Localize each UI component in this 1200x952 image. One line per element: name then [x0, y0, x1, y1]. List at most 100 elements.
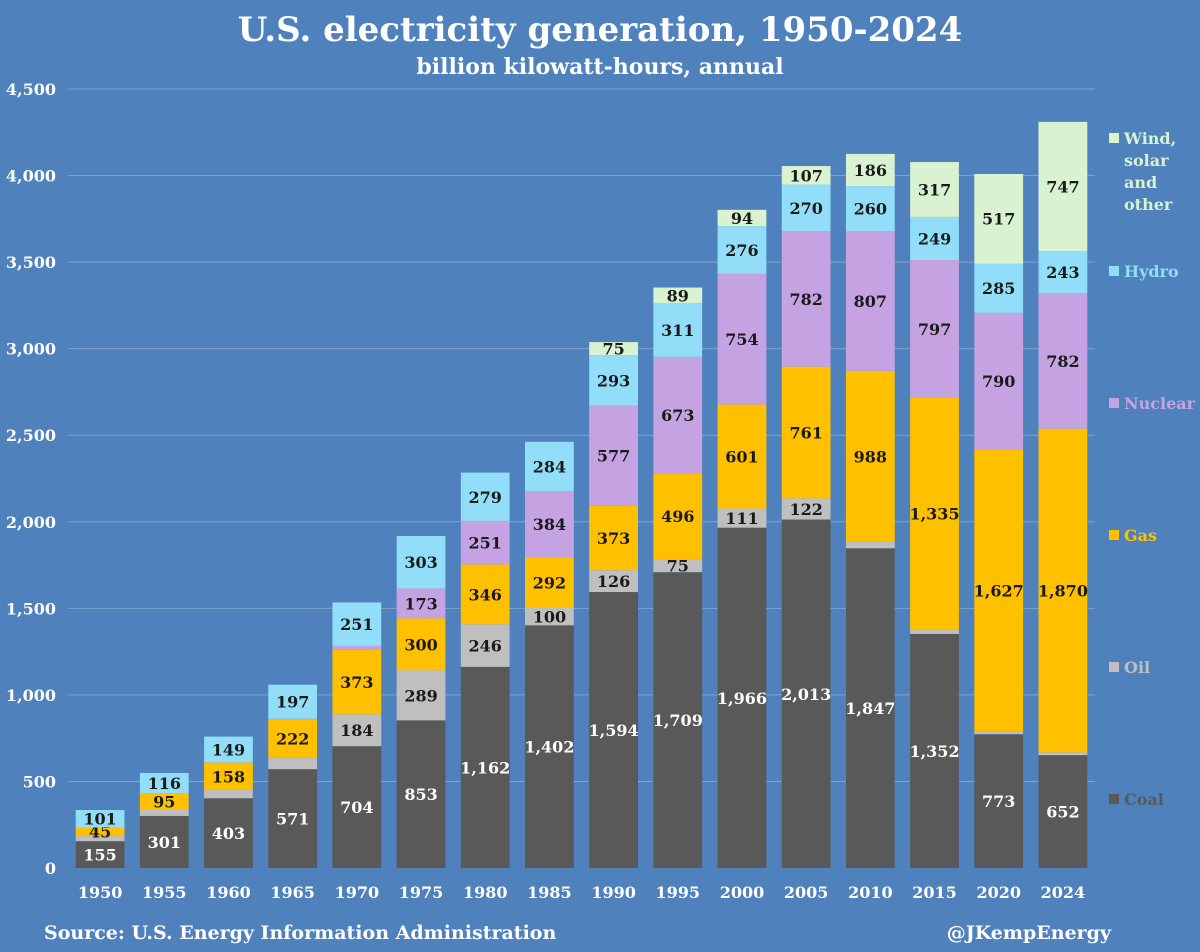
legend-label-wind-solar-and-other: solar	[1124, 151, 1169, 170]
data-label-coal-1995: 1,709	[653, 711, 703, 730]
bar-hydro-1995	[653, 302, 703, 357]
bar-stack-2024: 652 1,870 782 243 747	[1038, 121, 1088, 868]
bar-nuclear-2010	[845, 231, 895, 371]
data-label-nuclear-1980: 251	[469, 534, 502, 553]
bar-nuclear-1995	[653, 356, 703, 474]
data-label-hydro-1980: 279	[469, 488, 502, 507]
data-label-hydro-2015: 249	[918, 229, 951, 248]
data-label-nuclear-2015: 797	[918, 320, 951, 339]
bar-nuclear-1975	[396, 588, 446, 619]
y-tick-label-2500: 2,500	[6, 426, 56, 445]
bar-hydro-2005	[781, 184, 831, 232]
data-label-hydro-2024: 243	[1046, 263, 1079, 282]
legend-item-coal: Coal	[1109, 790, 1164, 809]
y-tick-label-500: 500	[23, 772, 56, 791]
bar-hydro-2020	[974, 263, 1024, 313]
bar-oil-1970	[332, 714, 382, 747]
legend-label-oil: Oil	[1124, 658, 1150, 677]
legend-swatch-nuclear	[1109, 398, 1119, 408]
data-label-hydro-1990: 293	[597, 371, 630, 390]
source-note: Source: U.S. Energy Information Administ…	[44, 922, 557, 944]
bar-gas-1985	[525, 557, 574, 608]
bar-hydro-1960	[204, 736, 253, 763]
bar-wind-solar-and-other-1990	[589, 342, 638, 356]
data-label-wind-solar-and-other-2005: 107	[789, 166, 822, 185]
data-label-nuclear-2024: 782	[1046, 352, 1079, 371]
data-label-hydro-1995: 311	[661, 321, 694, 340]
bar-oil-2024	[1038, 752, 1088, 756]
data-label-oil-1995: 75	[667, 557, 689, 576]
bar-nuclear-1985	[525, 490, 574, 558]
bar-nuclear-2024	[1038, 293, 1088, 429]
data-label-nuclear-2000: 754	[725, 330, 758, 349]
bar-hydro-2015	[910, 216, 959, 261]
bar-stack-1975: 853 289 300 173 303	[396, 535, 446, 868]
data-label-hydro-2010: 260	[854, 200, 887, 219]
bar-stack-2005: 2,013 122 761 782 270 107	[781, 166, 831, 868]
y-axis-tick-labels: 0 500 1,000 1,500 2,000 2,500 3,000 3,500 4,000 4…	[6, 80, 56, 878]
data-label-oil-1985: 100	[533, 608, 566, 627]
bar-oil-2000	[717, 508, 767, 528]
legend-swatch-hydro	[1109, 266, 1119, 276]
bar-coal-2005	[781, 519, 831, 868]
chart-subtitle: billion kilowatt-hours, annual	[416, 54, 784, 80]
x-tick-label-1960: 1960	[206, 883, 251, 902]
legend-label-wind-solar-and-other: and	[1124, 173, 1157, 192]
bar-nuclear-1965	[268, 718, 318, 720]
data-label-coal-1980: 1,162	[460, 758, 510, 777]
bar-nuclear-1970	[332, 645, 382, 650]
bar-hydro-1955	[139, 772, 189, 794]
bar-coal-1990	[589, 592, 638, 868]
x-tick-label-2015: 2015	[912, 883, 957, 902]
data-label-hydro-1975: 303	[404, 553, 437, 572]
data-label-wind-solar-and-other-2010: 186	[854, 161, 887, 180]
data-label-coal-2005: 2,013	[781, 685, 831, 704]
bar-oil-1950	[75, 835, 125, 842]
bar-coal-2010	[845, 548, 895, 868]
bar-stack-1980: 1,162 246 346 251 279	[460, 472, 510, 868]
x-tick-label-1955: 1955	[142, 883, 187, 902]
x-tick-label-1965: 1965	[270, 883, 315, 902]
legend-label-hydro: Hydro	[1124, 262, 1179, 281]
x-tick-label-1985: 1985	[527, 883, 572, 902]
data-label-gas-1980: 346	[469, 585, 502, 604]
data-label-nuclear-1995: 673	[661, 406, 694, 425]
data-label-nuclear-1990: 577	[597, 447, 630, 466]
legend-item-hydro: Hydro	[1109, 262, 1179, 281]
legend-label-coal: Coal	[1124, 790, 1164, 809]
bar-oil-1995	[653, 559, 703, 573]
bar-gas-2024	[1038, 428, 1088, 753]
bar-oil-1955	[139, 809, 189, 816]
data-label-hydro-1985: 284	[533, 457, 566, 476]
data-label-gas-1970: 373	[340, 673, 373, 692]
data-label-nuclear-1985: 384	[533, 515, 566, 534]
bar-nuclear-2020	[974, 312, 1024, 450]
data-label-nuclear-2005: 782	[789, 290, 822, 309]
legend-item-wind-solar-and-other: Wind, solar and other	[1109, 129, 1176, 214]
bar-nuclear-1990	[589, 405, 638, 506]
x-tick-label-1970: 1970	[335, 883, 380, 902]
legend: Wind, solar and other Hydro Nuclear Gas Oil Coal	[1109, 129, 1196, 809]
bar-coal-2000	[717, 527, 767, 868]
data-label-oil-1980: 246	[469, 637, 502, 656]
data-label-gas-1960: 158	[212, 767, 245, 786]
data-label-wind-solar-and-other-2020: 517	[982, 210, 1015, 229]
bar-stack-1985: 1,402 100 292 384 284	[524, 441, 574, 868]
bar-wind-solar-and-other-2020	[974, 173, 1024, 264]
bar-oil-1990	[589, 570, 638, 593]
bar-gas-2020	[974, 449, 1024, 732]
legend-swatch-oil	[1109, 662, 1119, 672]
bar-nuclear-2005	[781, 231, 831, 367]
bar-gas-1970	[332, 649, 382, 715]
legend-label-wind-solar-and-other: other	[1124, 195, 1173, 214]
data-label-hydro-1955: 116	[148, 774, 181, 793]
bar-gas-1975	[396, 618, 446, 671]
data-label-hydro-1970: 251	[340, 615, 373, 634]
data-label-coal-2024: 652	[1046, 803, 1079, 822]
bar-oil-2010	[845, 541, 895, 549]
data-label-oil-1990: 126	[597, 572, 630, 591]
bar-oil-1985	[525, 607, 574, 626]
data-label-coal-1960: 403	[212, 824, 245, 843]
bar-gas-2000	[717, 404, 767, 509]
data-label-nuclear-2010: 807	[854, 292, 887, 311]
